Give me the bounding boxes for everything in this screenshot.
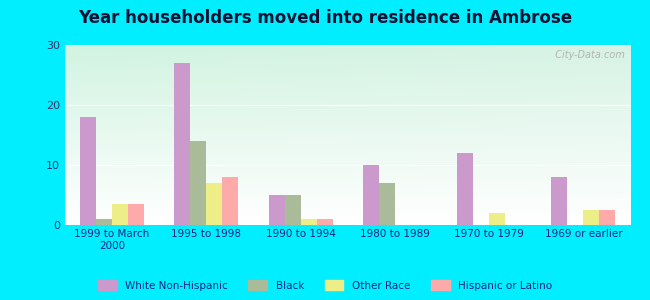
Bar: [96, 219, 112, 225]
Bar: [128, 204, 144, 225]
Bar: [379, 183, 395, 225]
Bar: [300, 219, 317, 225]
Text: Year householders moved into residence in Ambrose: Year householders moved into residence i…: [78, 9, 572, 27]
Text: City-Data.com: City-Data.com: [549, 50, 625, 60]
Bar: [363, 165, 379, 225]
Bar: [207, 183, 222, 225]
Bar: [285, 195, 300, 225]
Bar: [551, 177, 567, 225]
Bar: [457, 153, 473, 225]
Bar: [489, 213, 505, 225]
Bar: [112, 204, 128, 225]
Bar: [584, 210, 599, 225]
Bar: [80, 117, 96, 225]
Bar: [190, 141, 207, 225]
Bar: [222, 177, 239, 225]
Legend: White Non-Hispanic, Black, Other Race, Hispanic or Latino: White Non-Hispanic, Black, Other Race, H…: [94, 276, 556, 295]
Bar: [317, 219, 333, 225]
Bar: [174, 63, 190, 225]
Bar: [599, 210, 616, 225]
Bar: [268, 195, 285, 225]
